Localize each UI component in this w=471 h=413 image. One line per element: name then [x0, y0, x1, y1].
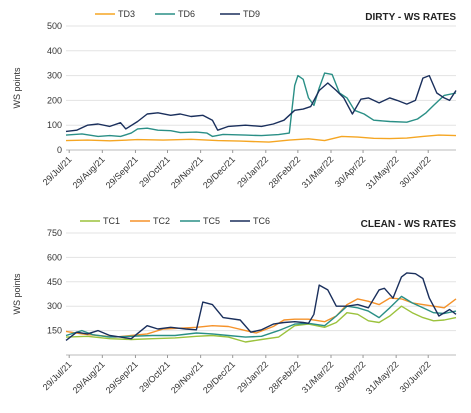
- x-tick-label: 30/Jun/22: [398, 154, 433, 189]
- x-tick-label: 31/Mar/22: [300, 359, 336, 395]
- x-tick-label: 30/Jun/22: [398, 359, 433, 394]
- x-tick-label: 30/Apr/22: [333, 359, 368, 394]
- x-tick-label: 29/Jul/21: [41, 359, 74, 392]
- y-tick-label: 450: [47, 277, 62, 287]
- x-tick-label: 29/Nov/21: [169, 154, 205, 190]
- chart-title: CLEAN - WS RATES: [361, 219, 457, 230]
- legend-label-td3: TD3: [118, 9, 135, 19]
- x-tick-label: 29/Dec/21: [201, 154, 237, 190]
- y-tick-label: 750: [47, 228, 62, 238]
- x-tick-label: 29/Aug/21: [71, 154, 107, 190]
- y-tick-label: 300: [47, 301, 62, 311]
- x-tick-label: 29/Jan/22: [235, 359, 270, 394]
- y-axis-label: WS points: [12, 273, 22, 315]
- y-tick-label: 150: [47, 326, 62, 336]
- y-axis-label: WS points: [12, 67, 22, 109]
- legend-label-tc1: TC1: [103, 216, 120, 226]
- legend-label-td9: TD9: [243, 9, 260, 19]
- series-line-tc5: [65, 295, 457, 338]
- legend-label-tc2: TC2: [153, 216, 170, 226]
- x-tick-label: 31/Mar/22: [300, 154, 336, 190]
- y-tick-label: 600: [47, 252, 62, 262]
- x-tick-label: 29/Nov/21: [169, 359, 205, 395]
- y-tick-label: 300: [47, 71, 62, 81]
- x-tick-label: 29/Aug/21: [71, 359, 107, 395]
- legend-label-tc5: TC5: [203, 216, 220, 226]
- x-tick-label: 31/May/22: [364, 154, 401, 191]
- x-tick-label: 28/Feb/22: [267, 154, 303, 190]
- series-line-tc1: [65, 305, 457, 343]
- x-tick-label: 29/Oct/21: [137, 359, 172, 394]
- chart-title: DIRTY - WS RATES: [365, 12, 456, 23]
- legend-label-td6: TD6: [178, 9, 195, 19]
- x-tick-label: 29/Dec/21: [201, 359, 237, 395]
- x-tick-label: 29/Sep/21: [104, 154, 140, 190]
- y-tick-label: 200: [47, 95, 62, 105]
- x-tick-label: 28/Feb/22: [267, 359, 303, 395]
- dirty-ws-rates-chart: 0 100 200 300 400 500 WS points 29/Jul/2129/Aug…: [12, 9, 457, 191]
- x-tick-label: 31/May/22: [364, 359, 401, 396]
- y-tick-label: 0: [57, 145, 62, 155]
- series-line-tc2: [65, 297, 457, 338]
- y-tick-label: 500: [47, 21, 62, 31]
- series-line-td6: [65, 72, 457, 138]
- x-tick-label: 29/Jan/22: [235, 154, 270, 189]
- x-tick-label: 30/Apr/22: [333, 154, 368, 189]
- series-line-td3: [65, 134, 457, 143]
- series-line-td9: [65, 74, 457, 133]
- y-tick-label: 400: [47, 46, 62, 56]
- x-tick-label: 29/Oct/21: [137, 154, 172, 189]
- clean-ws-rates-chart: 150 300 450 600 750 WS points 29/Jul/2129/Aug/…: [12, 216, 457, 396]
- series-line-tc6: [65, 272, 457, 341]
- y-tick-label: 100: [47, 120, 62, 130]
- x-tick-label: 29/Sep/21: [104, 359, 140, 395]
- x-tick-label: 29/Jul/21: [41, 154, 74, 187]
- legend-label-tc6: TC6: [253, 216, 270, 226]
